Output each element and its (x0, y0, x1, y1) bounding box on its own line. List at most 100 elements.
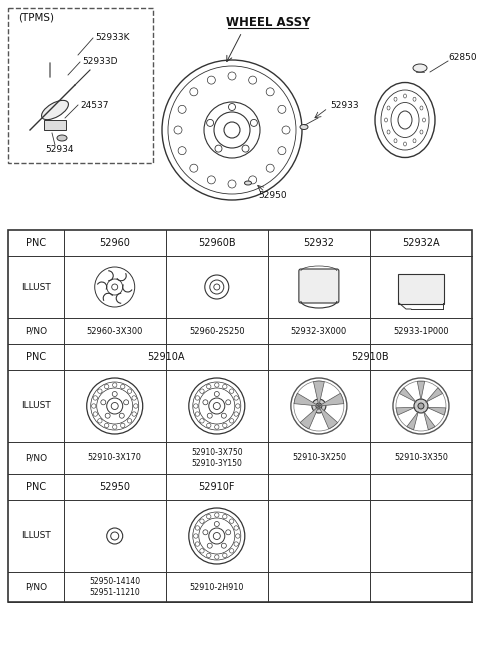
Circle shape (221, 543, 227, 548)
Polygon shape (313, 381, 324, 406)
Circle shape (249, 176, 257, 184)
Circle shape (266, 164, 274, 172)
Text: 52933: 52933 (330, 100, 359, 110)
Circle shape (178, 147, 186, 154)
Circle shape (190, 164, 198, 172)
Circle shape (414, 399, 428, 413)
Ellipse shape (394, 139, 397, 143)
Polygon shape (319, 406, 337, 429)
Circle shape (127, 418, 132, 423)
Text: 52933D: 52933D (82, 57, 118, 67)
Circle shape (266, 88, 274, 96)
Text: 52910B: 52910B (351, 352, 389, 362)
Circle shape (203, 400, 208, 405)
Circle shape (200, 548, 204, 553)
Circle shape (278, 106, 286, 114)
Ellipse shape (57, 135, 67, 141)
Circle shape (234, 526, 239, 530)
Ellipse shape (387, 130, 390, 134)
Circle shape (92, 404, 96, 408)
Circle shape (234, 396, 239, 400)
Circle shape (105, 413, 110, 418)
Circle shape (200, 389, 204, 393)
Text: 52950: 52950 (99, 482, 130, 492)
Circle shape (195, 542, 200, 546)
Text: 52960-2S250: 52960-2S250 (189, 327, 245, 335)
Circle shape (251, 119, 257, 127)
Circle shape (174, 126, 182, 134)
Circle shape (228, 72, 236, 80)
Circle shape (207, 176, 216, 184)
Text: P/NO: P/NO (25, 327, 47, 335)
Circle shape (228, 180, 236, 188)
Polygon shape (426, 387, 443, 402)
Circle shape (214, 391, 219, 397)
Text: 52933K: 52933K (95, 34, 130, 42)
Circle shape (120, 384, 125, 389)
Circle shape (112, 391, 117, 397)
Circle shape (112, 383, 117, 387)
Circle shape (97, 418, 102, 423)
Text: (TPMS): (TPMS) (18, 13, 54, 23)
Circle shape (119, 413, 124, 418)
Text: PNC: PNC (26, 238, 46, 248)
Ellipse shape (384, 118, 387, 122)
Ellipse shape (244, 181, 252, 185)
Ellipse shape (404, 94, 407, 98)
Polygon shape (427, 407, 446, 415)
Text: 52933-1P000: 52933-1P000 (393, 327, 449, 335)
Circle shape (236, 534, 240, 538)
Circle shape (214, 521, 219, 527)
Circle shape (195, 396, 200, 400)
Circle shape (223, 423, 227, 428)
Circle shape (132, 396, 136, 400)
Circle shape (312, 399, 326, 413)
Text: 52910A: 52910A (147, 352, 184, 362)
Circle shape (234, 412, 239, 416)
Polygon shape (407, 411, 419, 430)
Circle shape (207, 76, 216, 84)
Ellipse shape (422, 118, 425, 122)
Circle shape (249, 76, 257, 84)
Circle shape (178, 106, 186, 114)
Circle shape (206, 119, 214, 127)
Circle shape (200, 418, 204, 423)
Circle shape (133, 404, 138, 408)
Ellipse shape (387, 106, 390, 110)
FancyBboxPatch shape (299, 269, 339, 303)
Text: P/NO: P/NO (25, 453, 47, 463)
Ellipse shape (394, 97, 397, 101)
Circle shape (200, 519, 204, 523)
Text: 52960B: 52960B (198, 238, 236, 248)
Circle shape (193, 404, 198, 408)
Bar (44, 120, 66, 130)
Polygon shape (300, 406, 319, 429)
Text: ILLUST: ILLUST (21, 282, 51, 292)
Text: WHEEL ASSY: WHEEL ASSY (226, 15, 310, 28)
Text: 52910-3X170: 52910-3X170 (88, 453, 142, 463)
Circle shape (223, 514, 227, 519)
Circle shape (190, 88, 198, 96)
Circle shape (97, 389, 102, 393)
Polygon shape (399, 387, 416, 402)
Text: 52932A: 52932A (402, 238, 440, 248)
Circle shape (93, 412, 97, 416)
Text: 52910F: 52910F (199, 482, 235, 492)
Circle shape (221, 413, 227, 418)
Circle shape (105, 423, 109, 428)
Circle shape (282, 126, 290, 134)
Circle shape (203, 530, 208, 535)
Circle shape (193, 534, 198, 538)
Circle shape (120, 423, 125, 428)
Circle shape (207, 543, 212, 548)
Ellipse shape (300, 125, 308, 129)
Polygon shape (294, 393, 319, 406)
Ellipse shape (413, 97, 416, 101)
Circle shape (206, 423, 211, 428)
Text: 52910-2H910: 52910-2H910 (190, 583, 244, 591)
Text: 52910-3X350: 52910-3X350 (394, 453, 448, 463)
Circle shape (418, 403, 424, 409)
Circle shape (206, 514, 211, 519)
Text: 52950-14140
52951-11210: 52950-14140 52951-11210 (89, 578, 140, 597)
Circle shape (215, 425, 219, 429)
